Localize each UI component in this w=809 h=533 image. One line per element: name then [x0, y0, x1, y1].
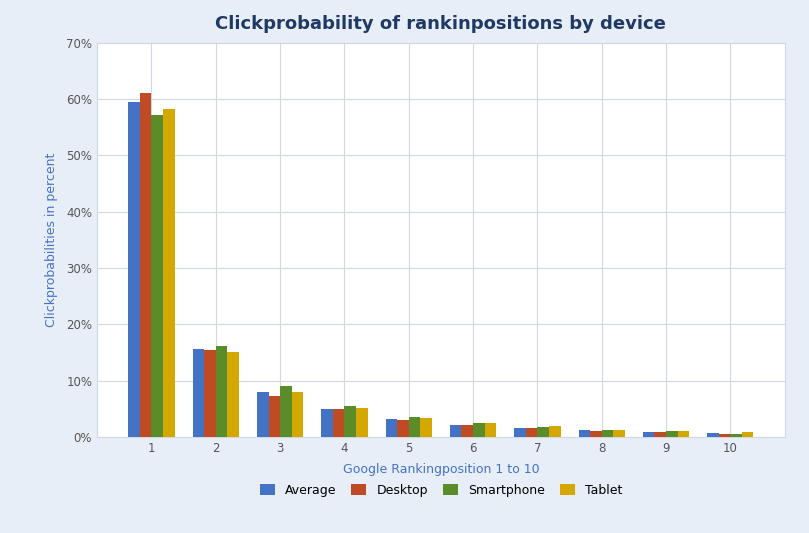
Bar [292, 392, 303, 437]
Bar [280, 386, 292, 437]
Bar [421, 418, 432, 437]
Bar [204, 350, 216, 437]
Bar [397, 420, 409, 437]
Bar [409, 417, 421, 437]
Bar [718, 434, 731, 437]
Bar [345, 406, 356, 437]
Bar [461, 425, 473, 437]
Bar [578, 430, 590, 437]
X-axis label: Google Rankingposition 1 to 10: Google Rankingposition 1 to 10 [342, 463, 540, 477]
Bar [321, 409, 332, 437]
Bar [549, 426, 561, 437]
Bar [515, 428, 526, 437]
Bar [537, 427, 549, 437]
Bar [678, 431, 689, 437]
Title: Clickprobability of rankinpositions by device: Clickprobability of rankinpositions by d… [215, 15, 667, 33]
Bar [450, 425, 461, 437]
Bar [332, 409, 345, 437]
Bar [731, 434, 742, 437]
Bar [654, 432, 666, 437]
Bar [707, 433, 718, 437]
Bar [590, 431, 602, 437]
Bar [602, 430, 613, 437]
Bar [473, 423, 485, 437]
Bar [613, 430, 625, 437]
Bar [485, 423, 496, 437]
Bar [526, 428, 537, 437]
Bar [227, 352, 239, 437]
Bar [216, 346, 227, 437]
Y-axis label: Clickprobabilities in percent: Clickprobabilities in percent [44, 152, 58, 327]
Bar [193, 349, 204, 437]
Bar [140, 93, 151, 437]
Bar [269, 397, 280, 437]
Bar [356, 408, 367, 437]
Bar [666, 431, 678, 437]
Bar [386, 419, 397, 437]
Bar [643, 432, 654, 437]
Bar [742, 432, 753, 437]
Bar [151, 115, 163, 437]
Bar [257, 392, 269, 437]
Legend: Average, Desktop, Smartphone, Tablet: Average, Desktop, Smartphone, Tablet [255, 479, 627, 502]
Bar [129, 102, 140, 437]
Bar [163, 109, 175, 437]
